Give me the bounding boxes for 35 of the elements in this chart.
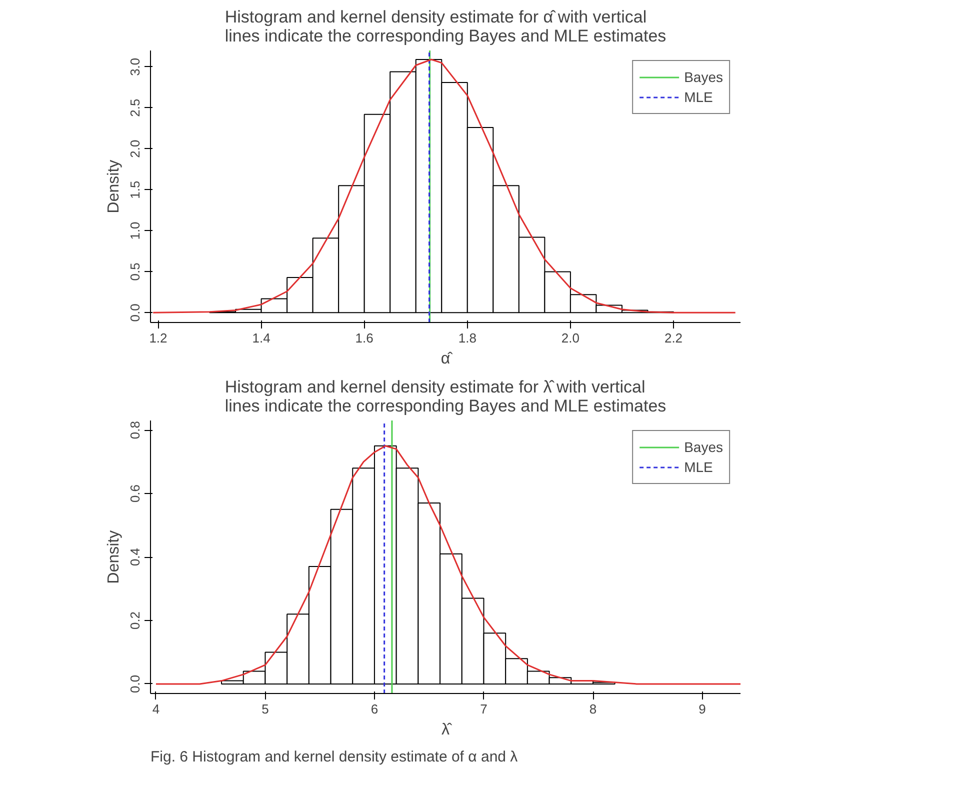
x-tick-label: 1.6 (355, 330, 374, 346)
chart-title: Histogram and kernel density estimate for λ̂ with vertical lines indicate the corresponding Bayes and MLE estimates (224, 378, 666, 416)
x-tick-label: 1.2 (149, 330, 168, 346)
y-tick-label: 2.5 (128, 98, 142, 117)
legend-label: Bayes (684, 69, 723, 85)
y-tick-label: 0.2 (128, 611, 142, 630)
x-tick-label: 1.4 (252, 330, 270, 346)
y-tick-label: 3.0 (128, 58, 142, 76)
x-tick-label: 2.0 (561, 330, 580, 346)
x-tick-label: 1.8 (458, 330, 476, 346)
y-tick-label: 0.5 (128, 262, 142, 281)
legend-label: MLE (684, 459, 713, 475)
y-axis-title: Density (106, 530, 122, 584)
x-tick-label: 8 (589, 702, 597, 716)
x-tick-label: 2.2 (664, 330, 683, 346)
x-tick-label: 5 (262, 702, 269, 716)
y-tick-label: 0.0 (128, 674, 142, 694)
y-tick-label: 0.0 (128, 304, 142, 322)
y-tick-label: 2.0 (128, 140, 142, 158)
x-tick-label: 4 (152, 702, 160, 716)
y-tick-label: 0.6 (128, 484, 142, 503)
y-tick-label: 1.5 (128, 180, 142, 199)
y-axis-title: Density (106, 160, 122, 214)
caption: Fig. 6 Histogram and kernel density estimate of α and λ (150, 748, 518, 766)
x-tick-label: 7 (480, 702, 488, 716)
y-tick-label: 1.0 (128, 222, 142, 240)
x-axis-title: α̂ (440, 350, 454, 368)
legend-label: MLE (684, 89, 713, 105)
legend-label: Bayes (684, 439, 723, 455)
x-axis-title: λ̂ (442, 722, 452, 738)
chart-title: Histogram and kernel density estimate for α̂ with vertical lines indicate the corresponding Bayes and MLE estimates (224, 8, 666, 46)
y-tick-label: 0.8 (128, 420, 142, 440)
x-tick-label: 6 (370, 702, 378, 716)
y-tick-label: 0.4 (128, 548, 142, 566)
x-tick-label: 9 (698, 702, 706, 716)
